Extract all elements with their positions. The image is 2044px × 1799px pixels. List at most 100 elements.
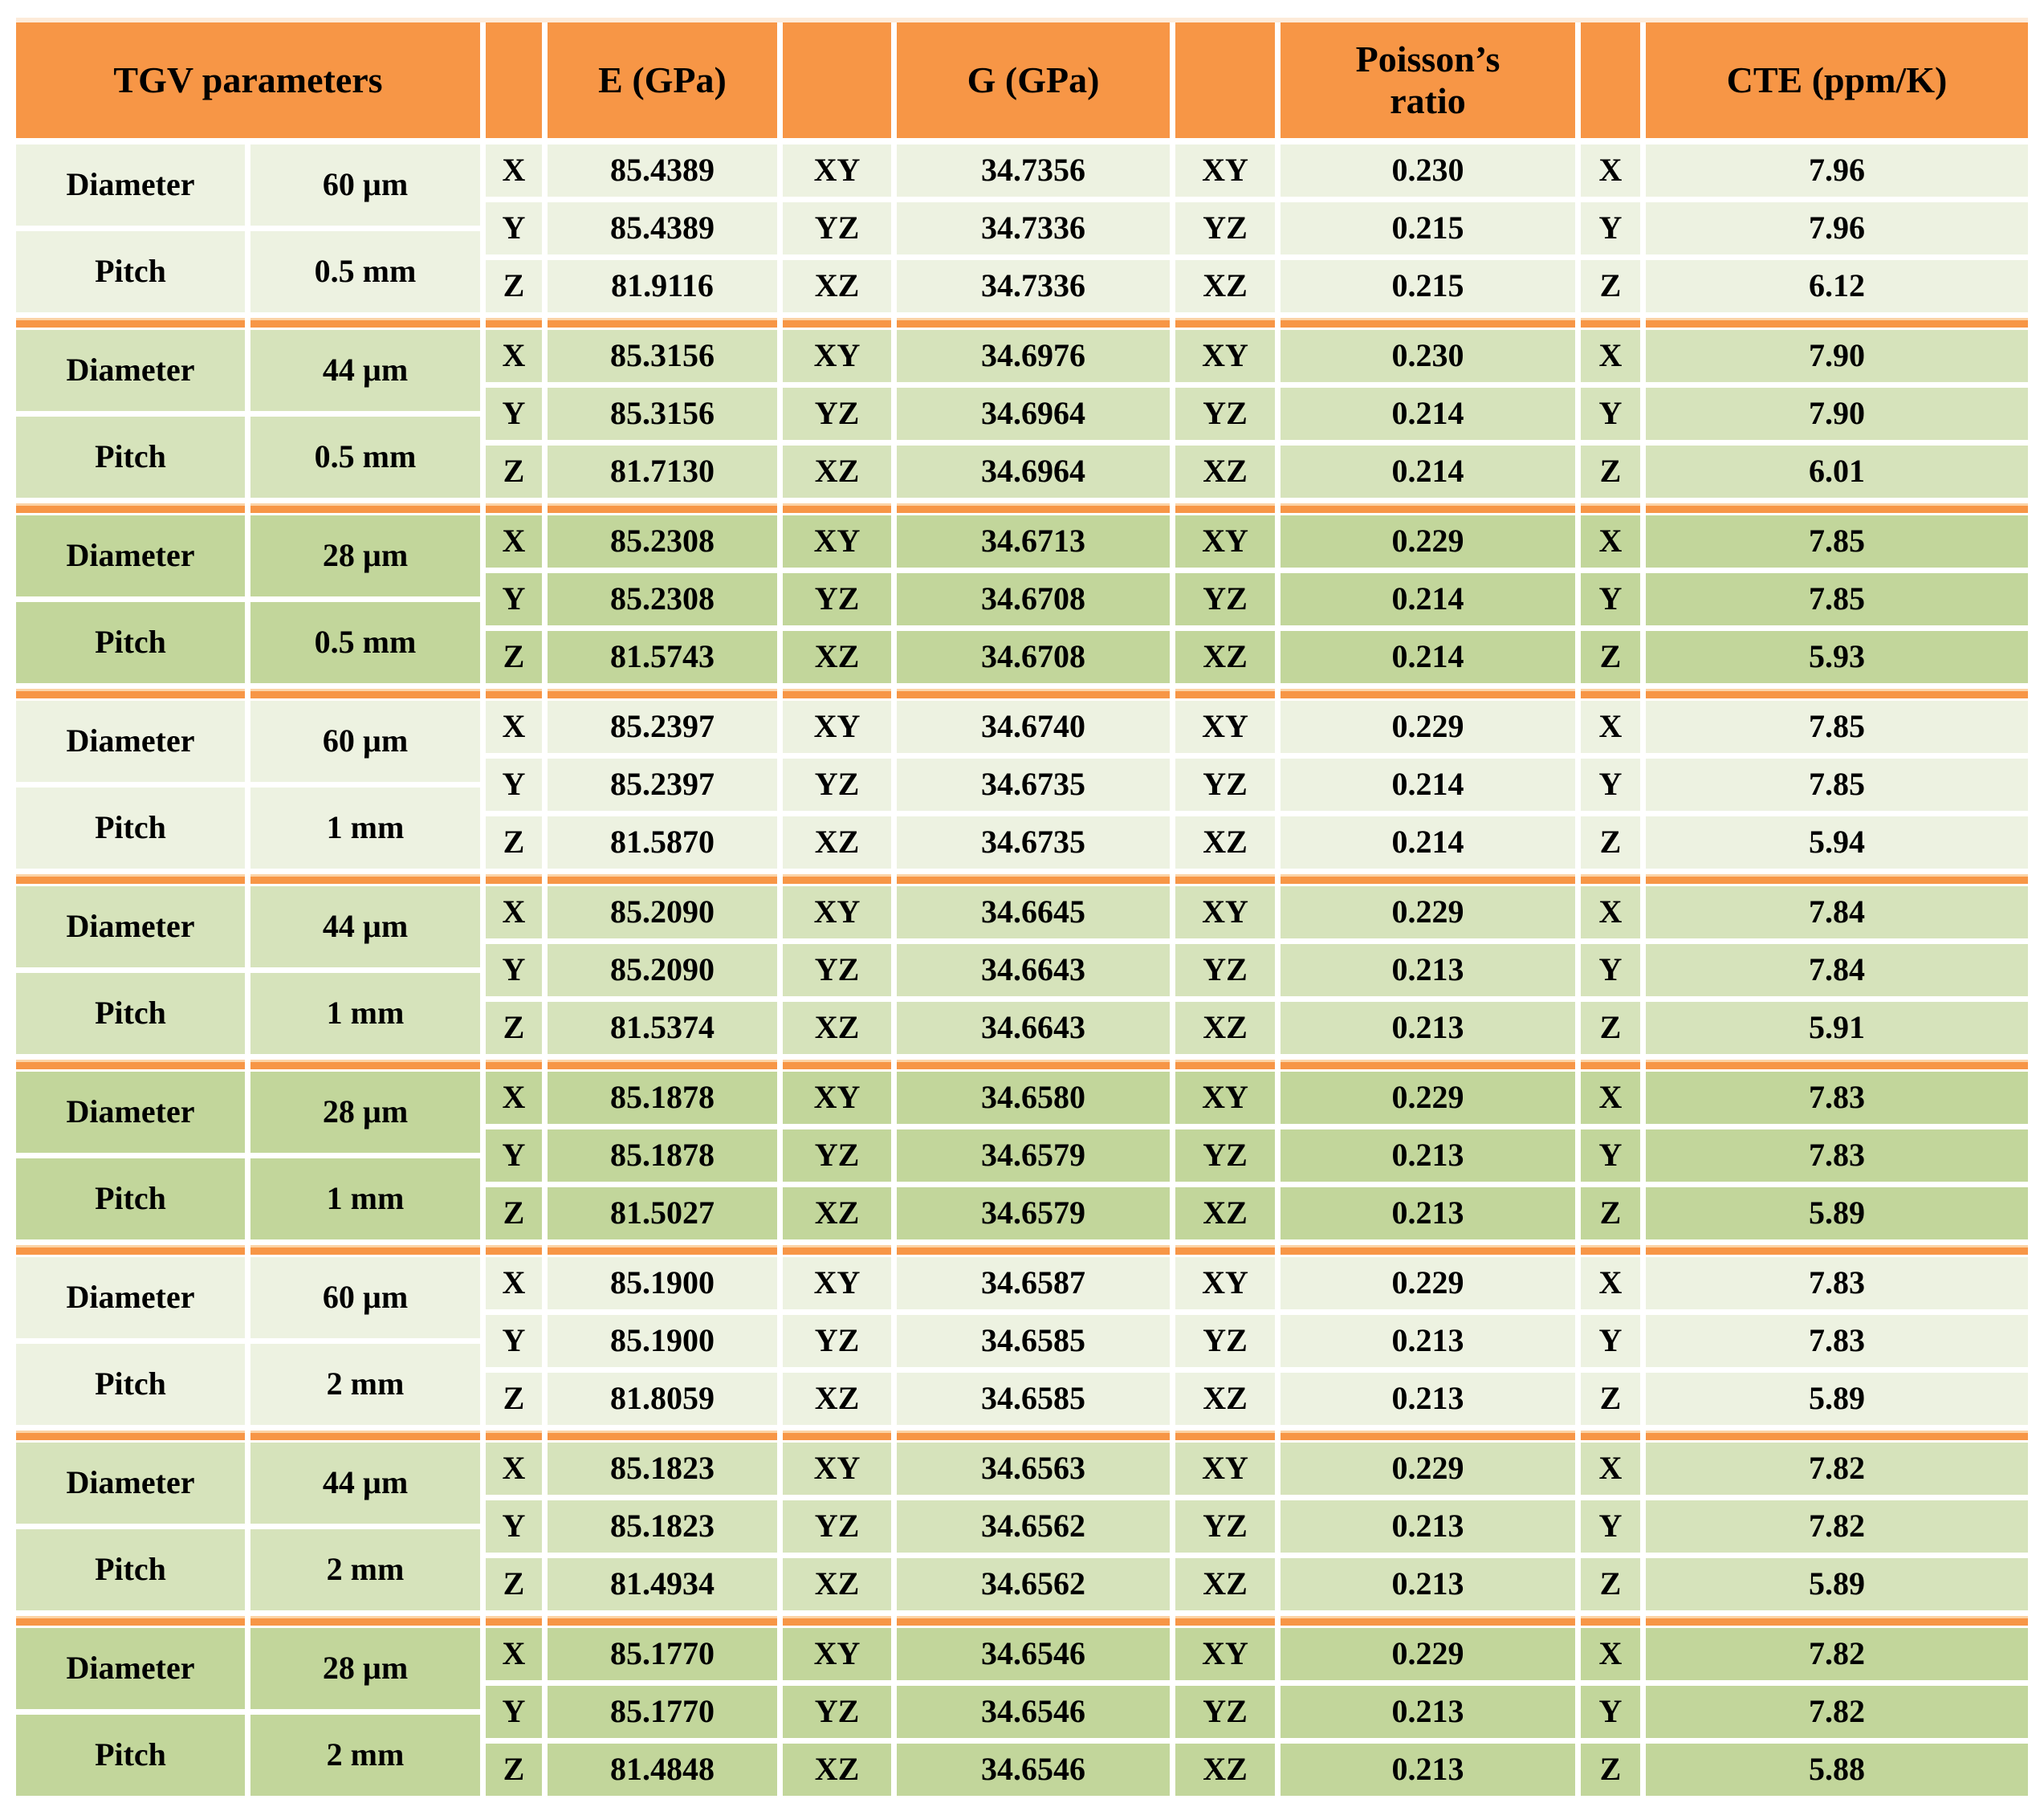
group-separator-segment: [486, 1431, 542, 1440]
g-value-cell: 34.6587: [897, 1257, 1170, 1309]
group-separator-segment: [548, 503, 777, 513]
poisson-axis-cell: XY: [1175, 1628, 1275, 1680]
poisson-value-cell: 0.214: [1281, 759, 1575, 811]
g-value-cell: 34.6643: [897, 944, 1170, 996]
param-label-pitch: Pitch: [16, 602, 245, 683]
cte-value-cell: 7.83: [1646, 1257, 2028, 1309]
group-separator-segment: [1646, 874, 2028, 884]
poisson-value-cell: 0.229: [1281, 1443, 1575, 1495]
e-value-cell: 81.4848: [548, 1744, 777, 1796]
poisson-axis-cell: XY: [1175, 701, 1275, 753]
g-axis-cell: YZ: [783, 1129, 891, 1182]
group-separator-segment: [1175, 318, 1275, 328]
cte-value-cell: 6.01: [1646, 446, 2028, 498]
group-separator-segment: [250, 318, 480, 328]
e-axis-cell: Z: [486, 446, 542, 498]
group-separator-segment: [783, 503, 891, 513]
cte-value-cell: 7.83: [1646, 1129, 2028, 1182]
group-separator-segment: [1581, 874, 1640, 884]
e-axis-cell: Y: [486, 202, 542, 254]
header-cell-tgv-parameters: TGV parameters: [16, 22, 480, 138]
e-axis-cell: X: [486, 701, 542, 753]
poisson-axis-cell: XY: [1175, 330, 1275, 382]
param-value-diameter: 28 µm: [250, 515, 480, 596]
group-separator-segment: [897, 1245, 1170, 1255]
poisson-value-cell: 0.214: [1281, 631, 1575, 683]
poisson-axis-cell: XY: [1175, 1072, 1275, 1124]
group-separator: [16, 1431, 2028, 1440]
param-value-pitch: 0.5 mm: [250, 417, 480, 498]
g-axis-cell: XZ: [783, 1744, 891, 1796]
header-spacer-cell: [783, 22, 891, 138]
e-value-cell: 85.1878: [548, 1072, 777, 1124]
g-axis-cell: YZ: [783, 1315, 891, 1367]
poisson-value-cell: 0.214: [1281, 573, 1575, 625]
g-axis-cell: XZ: [783, 1002, 891, 1054]
header-cell-cte-ppmk: CTE (ppm/K): [1646, 22, 2028, 138]
cte-value-cell: 7.83: [1646, 1315, 2028, 1367]
cte-value-cell: 5.89: [1646, 1373, 2028, 1425]
e-axis-cell: X: [486, 1443, 542, 1495]
group-separator-segment: [16, 1616, 245, 1626]
cte-axis-cell: Z: [1581, 631, 1640, 683]
cte-value-cell: 7.96: [1646, 144, 2028, 197]
group-separator-segment: [897, 318, 1170, 328]
cte-axis-cell: Y: [1581, 202, 1640, 254]
param-label-pitch: Pitch: [16, 1715, 245, 1796]
g-value-cell: 34.6740: [897, 701, 1170, 753]
group-separator-segment: [783, 318, 891, 328]
param-value-diameter: 44 µm: [250, 330, 480, 411]
poisson-value-cell: 0.214: [1281, 446, 1575, 498]
group-separator-segment: [548, 874, 777, 884]
poisson-axis-cell: XY: [1175, 1257, 1275, 1309]
cte-axis-cell: Y: [1581, 1500, 1640, 1553]
group-separator-segment: [1175, 1060, 1275, 1069]
param-value-pitch: 1 mm: [250, 1158, 480, 1239]
group-separator-segment: [486, 1245, 542, 1255]
group-separator-segment: [250, 503, 480, 513]
cte-axis-cell: X: [1581, 701, 1640, 753]
poisson-axis-cell: YZ: [1175, 1315, 1275, 1367]
cte-value-cell: 7.82: [1646, 1443, 2028, 1495]
group-separator-segment: [1581, 1245, 1640, 1255]
group-separator-segment: [1281, 503, 1575, 513]
group-separator-segment: [1281, 689, 1575, 698]
group-separator-segment: [16, 1060, 245, 1069]
header-cell-poissons-ratio: Poisson’s ratio: [1281, 22, 1575, 138]
param-label-diameter: Diameter: [16, 1628, 245, 1709]
group-separator-segment: [486, 1060, 542, 1069]
poisson-value-cell: 0.213: [1281, 944, 1575, 996]
cte-value-cell: 7.84: [1646, 944, 2028, 996]
group-separator-segment: [783, 1431, 891, 1440]
g-value-cell: 34.7336: [897, 202, 1170, 254]
g-value-cell: 34.6735: [897, 759, 1170, 811]
e-axis-cell: Z: [486, 816, 542, 869]
param-value-pitch: 0.5 mm: [250, 231, 480, 312]
e-value-cell: 81.5374: [548, 1002, 777, 1054]
group-separator-segment: [1581, 689, 1640, 698]
poisson-value-cell: 0.213: [1281, 1129, 1575, 1182]
g-axis-cell: YZ: [783, 388, 891, 440]
g-value-cell: 34.6964: [897, 446, 1170, 498]
g-axis-cell: XZ: [783, 1373, 891, 1425]
e-axis-cell: X: [486, 886, 542, 938]
e-axis-cell: Z: [486, 1558, 542, 1610]
e-axis-cell: Y: [486, 1129, 542, 1182]
poisson-axis-cell: YZ: [1175, 202, 1275, 254]
param-value-pitch: 0.5 mm: [250, 602, 480, 683]
group-separator-segment: [1281, 1245, 1575, 1255]
e-axis-cell: Z: [486, 1373, 542, 1425]
e-axis-cell: X: [486, 515, 542, 568]
group-separator-segment: [548, 1616, 777, 1626]
cte-axis-cell: Z: [1581, 1187, 1640, 1239]
g-value-cell: 34.6562: [897, 1558, 1170, 1610]
cte-axis-cell: X: [1581, 1072, 1640, 1124]
g-axis-cell: YZ: [783, 944, 891, 996]
e-value-cell: 85.1900: [548, 1315, 777, 1367]
parameter-group-1: Diameter 60 µm Pitch 0.5 mm X 85.4389 XY 34.735…: [16, 144, 2028, 312]
e-axis-cell: X: [486, 1628, 542, 1680]
poisson-axis-cell: XZ: [1175, 631, 1275, 683]
g-axis-cell: XY: [783, 1628, 891, 1680]
poisson-axis-cell: YZ: [1175, 944, 1275, 996]
poisson-value-cell: 0.215: [1281, 260, 1575, 312]
